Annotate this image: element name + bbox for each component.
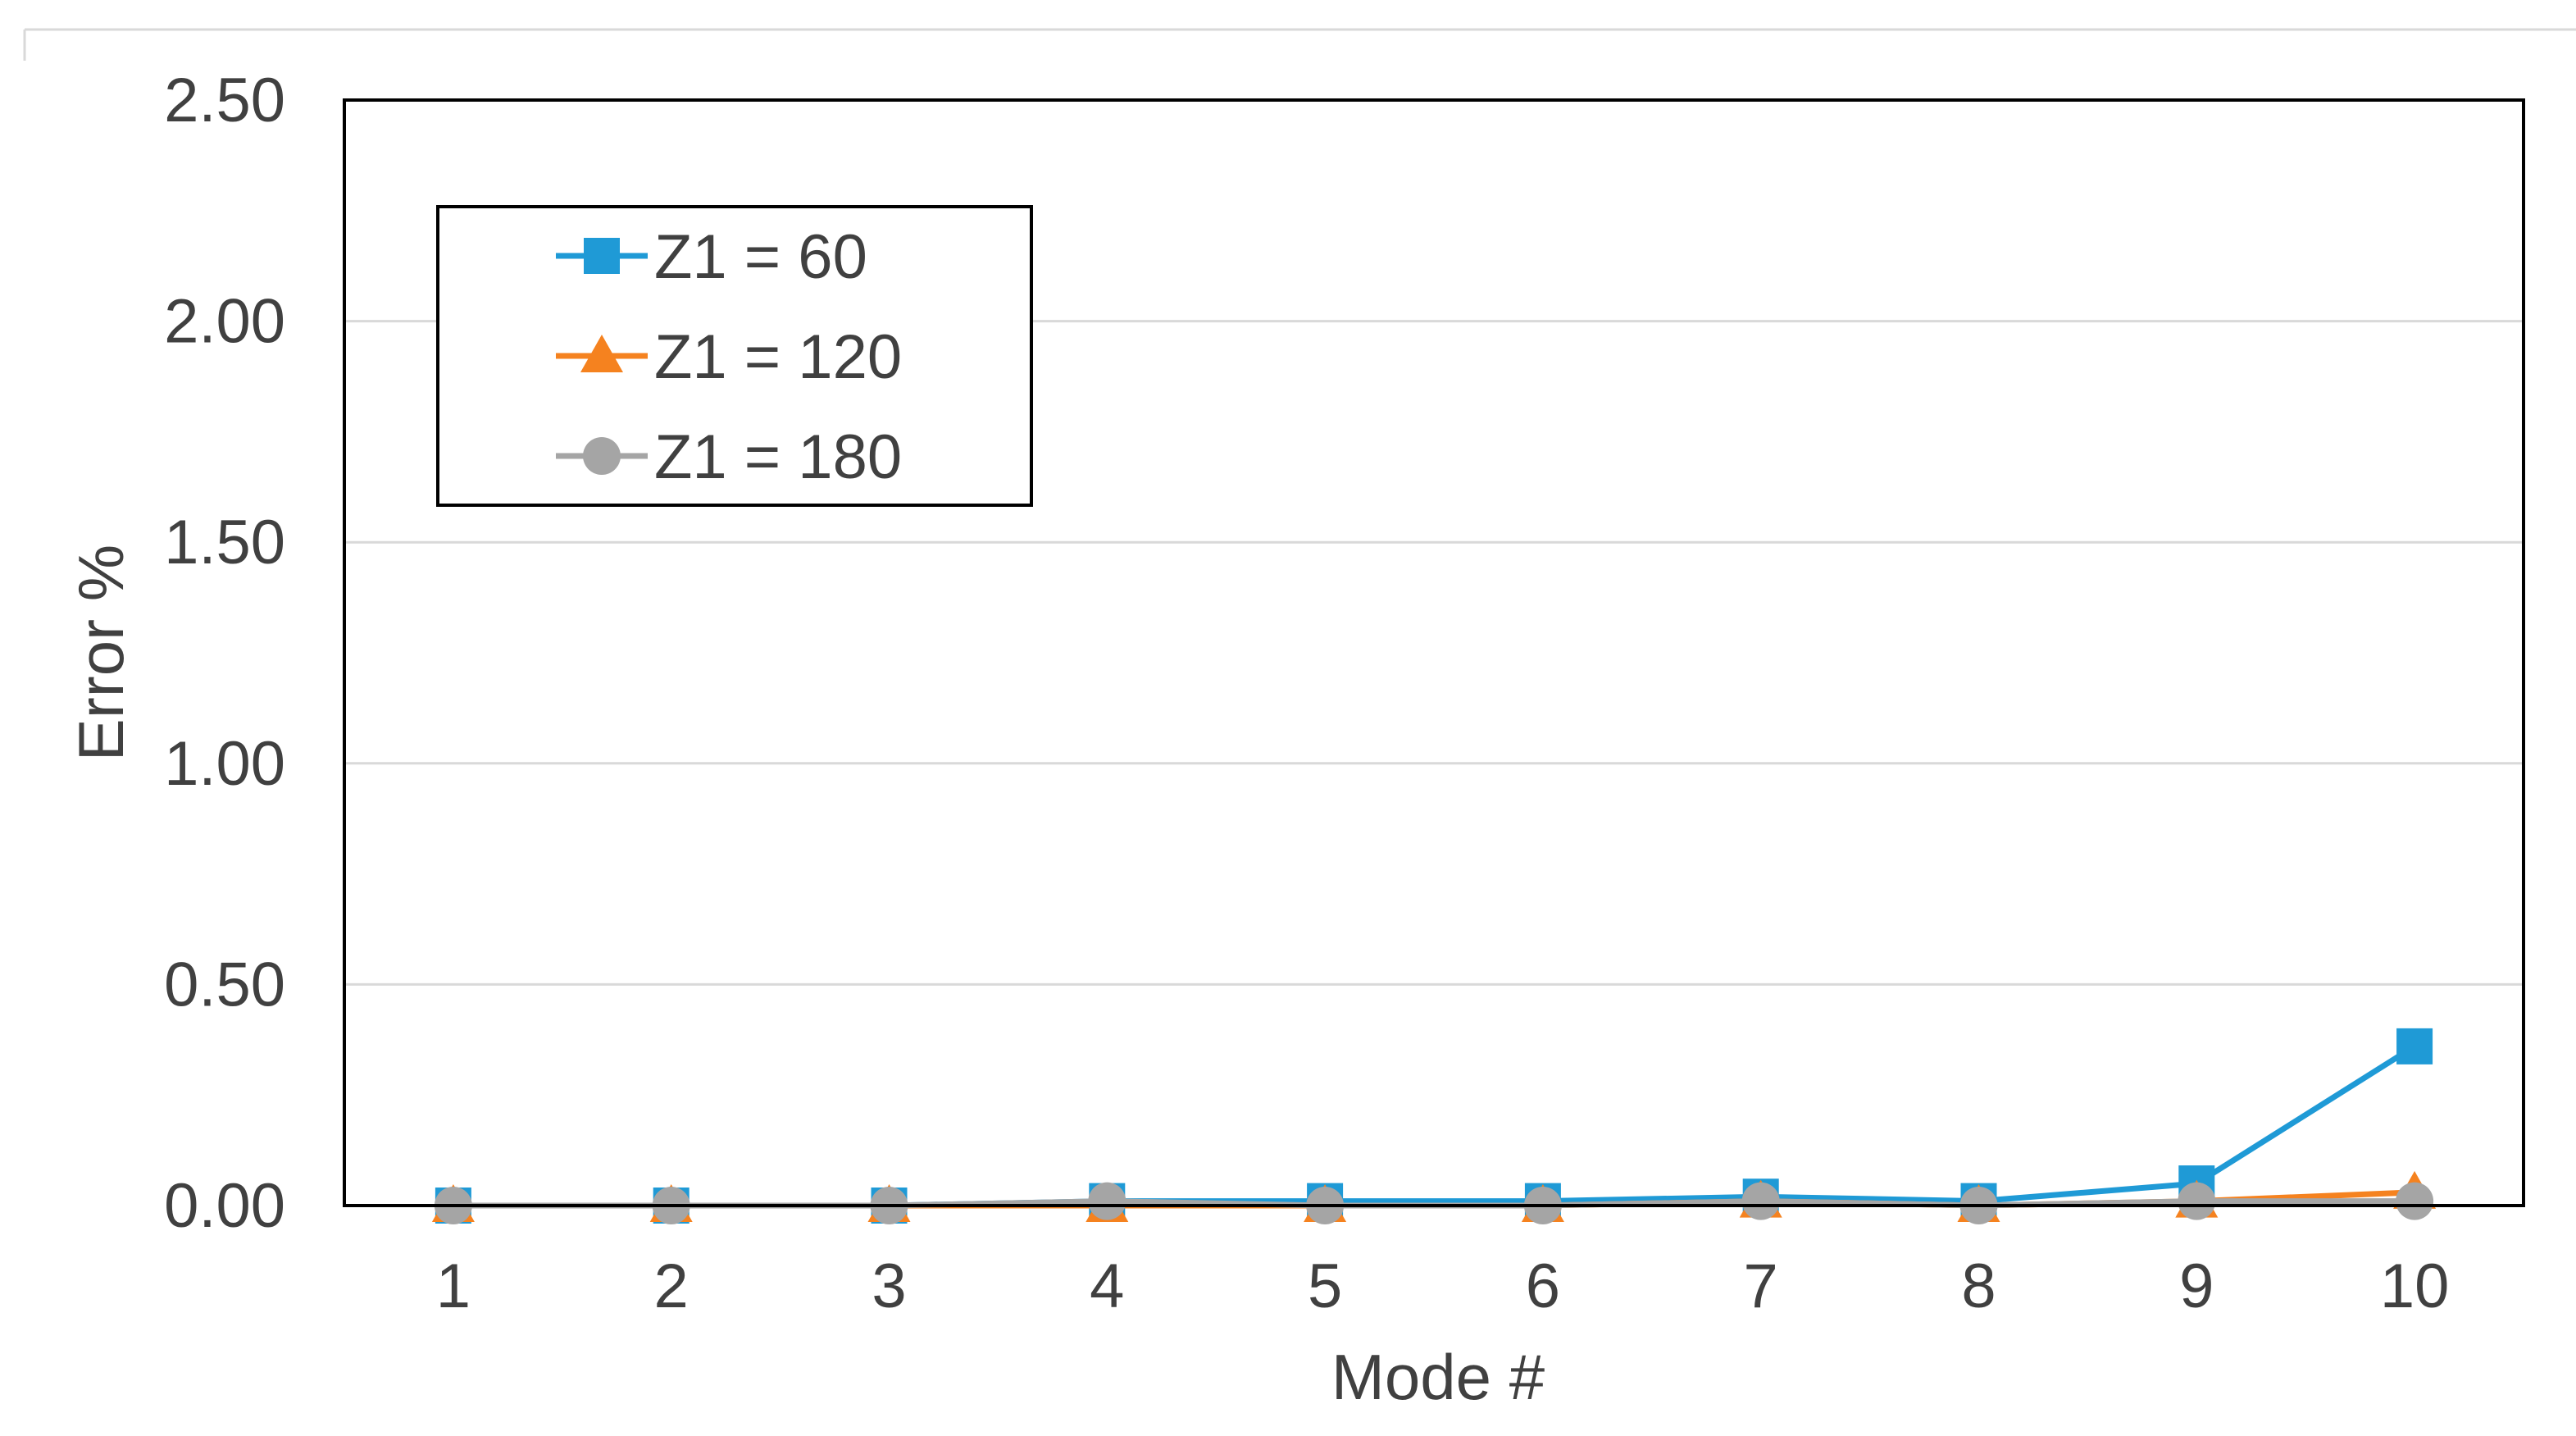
x-tick-label: 3 bbox=[872, 1251, 906, 1321]
legend-label: Z1 = 60 bbox=[654, 222, 867, 292]
x-tick-label: 5 bbox=[1308, 1251, 1342, 1321]
x-axis-label: Mode # bbox=[1331, 1341, 1545, 1413]
legend-label: Z1 = 120 bbox=[654, 322, 902, 392]
series-2 bbox=[431, 1170, 2437, 1222]
x-tick-label: 8 bbox=[1961, 1251, 1996, 1321]
data-point bbox=[1741, 1182, 1780, 1220]
plot-area-border bbox=[343, 98, 2525, 1207]
data-point bbox=[1088, 1182, 1126, 1220]
legend-label: Z1 = 180 bbox=[654, 422, 902, 492]
legend-marker bbox=[584, 238, 620, 274]
y-tick-label: 0.50 bbox=[164, 950, 285, 1019]
x-tick-label: 9 bbox=[2179, 1251, 2214, 1321]
x-tick-label: 1 bbox=[436, 1251, 471, 1321]
x-tick-label: 10 bbox=[2380, 1251, 2450, 1321]
y-tick-label: 2.50 bbox=[164, 66, 285, 135]
legend-item: Z1 = 120 bbox=[556, 322, 902, 392]
series-layer bbox=[431, 1028, 2437, 1224]
data-point bbox=[2178, 1182, 2216, 1220]
legend-marker bbox=[580, 335, 623, 372]
x-tick-label: 7 bbox=[1744, 1251, 1778, 1321]
legend: Z1 = 60 Z1 = 120 Z1 = 180 bbox=[436, 205, 1033, 507]
x-tick-label: 4 bbox=[1090, 1251, 1124, 1321]
y-axis-label: Error % bbox=[65, 545, 137, 761]
series-1 bbox=[435, 1028, 2433, 1224]
x-tick-label: 6 bbox=[1526, 1251, 1560, 1321]
legend-item: Z1 = 60 bbox=[556, 222, 867, 292]
y-tick-label: 1.00 bbox=[164, 729, 285, 799]
y-tick-label: 1.50 bbox=[164, 508, 285, 577]
legend-item: Z1 = 180 bbox=[556, 422, 902, 492]
x-tick-label: 2 bbox=[654, 1251, 689, 1321]
y-tick-label: 2.00 bbox=[164, 287, 285, 357]
series-line bbox=[453, 1043, 2416, 1209]
legend-marker bbox=[583, 437, 621, 475]
y-tick-label: 0.00 bbox=[164, 1171, 285, 1241]
x-axis-tick-labels: 1 2 3 4 5 6 7 8 9 10 bbox=[436, 1251, 2450, 1321]
legend-box bbox=[436, 205, 1033, 507]
data-point bbox=[2396, 1182, 2434, 1220]
y-axis-tick-labels: 0.00 0.50 1.00 1.50 2.00 2.50 bbox=[164, 66, 285, 1241]
data-point bbox=[2396, 1028, 2433, 1064]
